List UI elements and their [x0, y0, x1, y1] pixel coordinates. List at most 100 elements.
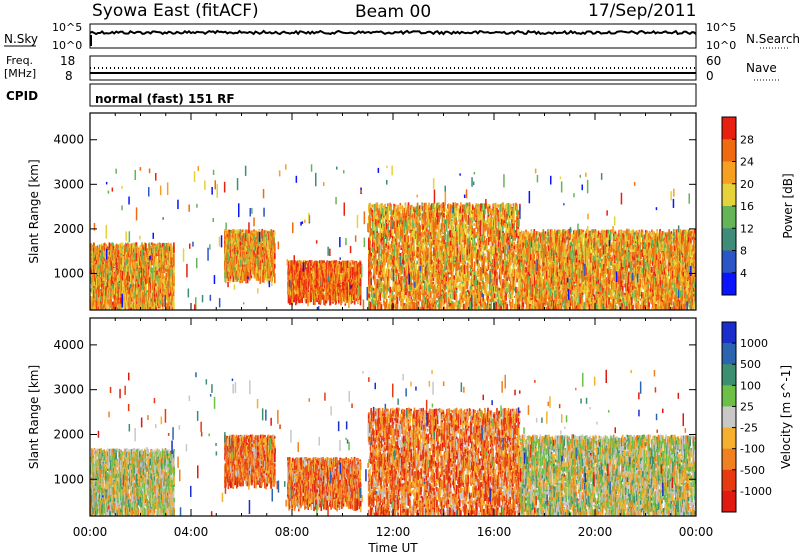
- echo-cell: [134, 288, 136, 292]
- echo-cell: [156, 261, 158, 271]
- echo-cell: [170, 281, 172, 291]
- echo-cell: [95, 256, 98, 266]
- echo-cell: [142, 249, 145, 252]
- echo-cell: [91, 244, 93, 251]
- echo-cell: [91, 253, 93, 258]
- echo-cell: [245, 250, 248, 259]
- echo-cell: [97, 295, 100, 307]
- echo-cell: [116, 296, 118, 301]
- echo-cell: [247, 269, 250, 280]
- echo-cell: [132, 279, 134, 286]
- echo-cell: [150, 274, 152, 282]
- echo-cell: [97, 268, 100, 274]
- echo-cell: [148, 278, 151, 289]
- echo-cell: [242, 229, 244, 232]
- echo-cell: [133, 303, 136, 309]
- echo-cell: [104, 275, 107, 286]
- echo-cell: [98, 258, 100, 265]
- echo-cell: [171, 247, 174, 258]
- echo-cell: [294, 288, 297, 296]
- echo-cell: [235, 259, 238, 269]
- echo-cell: [237, 247, 239, 257]
- echo-cell: [162, 274, 165, 279]
- echo-cell: [264, 230, 267, 234]
- echo-cell: [146, 290, 148, 297]
- echo-cell: [224, 231, 226, 240]
- echo-cell: [329, 275, 331, 283]
- echo-cell: [126, 259, 128, 266]
- echo-cell: [134, 244, 137, 254]
- echo-cell: [152, 289, 154, 292]
- echo-cell: [116, 258, 118, 270]
- echo-cell: [307, 273, 309, 276]
- echo-cell: [307, 262, 309, 265]
- echo-cell: [118, 250, 121, 256]
- echo-cell: [170, 276, 173, 282]
- echo-cell: [306, 273, 308, 279]
- noise-right-label: N.Search: [746, 32, 800, 46]
- echo-cell: [170, 295, 172, 303]
- echo-cell: [173, 253, 175, 263]
- echo-cell: [145, 283, 148, 293]
- echo-cell: [262, 273, 264, 283]
- echo-cell: [273, 266, 275, 277]
- echo-cell: [156, 261, 158, 265]
- echo-cell: [131, 288, 133, 293]
- echo-cell: [119, 288, 122, 296]
- echo-cell: [242, 232, 245, 237]
- echo-cell: [133, 244, 135, 249]
- echo-cell: [138, 267, 141, 271]
- echo-cell: [148, 277, 151, 283]
- echo-cell: [264, 234, 267, 237]
- echo-cell: [94, 262, 97, 272]
- echo-cell: [130, 254, 132, 263]
- echo-cell: [301, 285, 304, 291]
- echo-cell: [274, 242, 276, 252]
- echo-cell: [141, 259, 143, 268]
- echo-cell: [268, 231, 270, 235]
- echo-cell: [104, 293, 107, 298]
- echo-cell: [264, 248, 267, 257]
- echo-cell: [101, 286, 103, 298]
- echo-cell: [95, 264, 98, 273]
- echo-cell: [138, 293, 140, 301]
- echo-cell: [137, 253, 140, 265]
- echo-cell: [106, 303, 109, 310]
- echo-cell: [237, 229, 240, 238]
- echo-cell: [170, 292, 172, 296]
- cpid-panel-frame: [89, 83, 697, 107]
- echo-cell: [112, 243, 115, 247]
- echo-cell: [143, 246, 145, 249]
- echo-cell: [117, 250, 120, 261]
- echo-cell: [273, 238, 275, 248]
- echo-cell: [163, 242, 166, 252]
- echo-cell: [123, 267, 125, 279]
- echo-cell: [127, 303, 129, 310]
- echo-cell: [117, 244, 119, 255]
- echo-cell: [253, 250, 255, 257]
- echo-cell: [93, 243, 95, 250]
- echo-cell: [93, 247, 95, 253]
- echo-cell: [145, 292, 147, 302]
- noise-left-label: N.Sky: [4, 32, 38, 46]
- echo-cell: [333, 260, 336, 264]
- freq-trace: [90, 67, 696, 74]
- echo-cell: [168, 270, 171, 281]
- echo-cell: [119, 280, 121, 283]
- echo-cell: [333, 272, 336, 284]
- echo-cell: [136, 288, 138, 292]
- echo-cell: [107, 250, 110, 257]
- nave-tick-low: 0: [706, 69, 714, 83]
- echo-cell: [106, 299, 109, 302]
- echo-region: [287, 260, 362, 307]
- echo-cell: [107, 247, 110, 250]
- echo-cell: [301, 265, 303, 277]
- noise-right-tick-high: 10^5: [706, 21, 736, 34]
- echo-cell: [165, 302, 168, 310]
- echo-cell: [166, 274, 168, 278]
- echo-cell: [141, 265, 143, 274]
- echo-cell: [254, 230, 256, 234]
- echo-cell: [108, 279, 111, 290]
- echo-cell: [234, 268, 237, 280]
- echo-cell: [256, 239, 259, 250]
